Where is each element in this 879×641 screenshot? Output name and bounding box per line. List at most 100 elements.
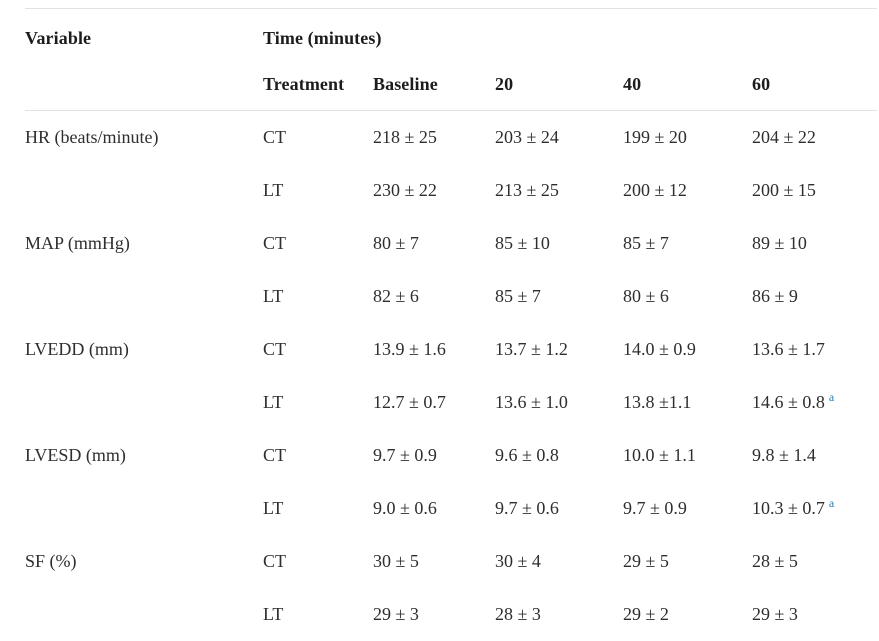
row-variable-label xyxy=(25,270,263,323)
row-variable-label: LVEDD (mm) xyxy=(25,338,129,359)
cell-value-text: 80 ± 6 xyxy=(623,285,669,306)
cell-treatment: CT xyxy=(263,444,287,465)
cell-value: 13.8 ±1.1 xyxy=(623,376,752,429)
cell-value: 14.6 ± 0.8 a xyxy=(752,376,877,429)
col-header-treatment: Treatment xyxy=(263,58,373,111)
header-row-columns: Treatment Baseline 20 40 60 xyxy=(25,58,878,111)
table-row: LT 9.0 ± 0.6 9.7 ± 0.6 9.7 ± 0.9 10.3 ± 0.7 a xyxy=(25,482,877,535)
cell-value: 9.0 ± 0.6 xyxy=(373,482,495,535)
cell-value: 204 ± 22 xyxy=(752,111,877,164)
cell-value: 10.0 ± 1.1 xyxy=(623,429,752,482)
cell-treatment: CT xyxy=(263,550,287,571)
cell-treatment: CT xyxy=(263,126,287,147)
cell-value: 12.7 ± 0.7 xyxy=(373,376,495,429)
cell-value-text: 199 ± 20 xyxy=(623,126,687,147)
cell-value: 85 ± 10 xyxy=(495,217,623,270)
cell-value-text: 29 ± 5 xyxy=(623,550,669,571)
cell-value-text: 29 ± 3 xyxy=(373,603,419,624)
cell-treatment: LT xyxy=(263,497,284,518)
table-row: LVEDD (mm) CT 13.9 ± 1.6 13.7 ± 1.2 14.0 ± 0… xyxy=(25,323,877,376)
cell-value: 13.9 ± 1.6 xyxy=(373,323,495,376)
cell-value: 9.8 ± 1.4 xyxy=(752,429,877,482)
cell-value: 80 ± 7 xyxy=(373,217,495,270)
row-variable-label: LVESD (mm) xyxy=(25,444,126,465)
cell-value: 230 ± 22 xyxy=(373,164,495,217)
cell-value: 213 ± 25 xyxy=(495,164,623,217)
cell-value-text: 28 ± 3 xyxy=(495,603,541,624)
cell-value-text: 230 ± 22 xyxy=(373,179,437,200)
cell-value-text: 28 ± 5 xyxy=(752,550,798,571)
cell-value-text: 9.8 ± 1.4 xyxy=(752,444,816,465)
cell-value-text: 13.8 ±1.1 xyxy=(623,391,692,412)
cell-value-text: 213 ± 25 xyxy=(495,179,559,200)
cell-treatment: LT xyxy=(263,179,284,200)
row-variable-label: HR (beats/minute) xyxy=(25,126,159,147)
cell-value: 29 ± 2 xyxy=(623,588,752,641)
table-row: SF (%) CT 30 ± 5 30 ± 4 29 ± 5 28 ± 5 xyxy=(25,535,877,588)
table-head: Variable Time (minutes) Treatment Baseli… xyxy=(25,9,878,111)
cell-value: 86 ± 9 xyxy=(752,270,877,323)
cell-value-text: 13.6 ± 1.7 xyxy=(752,338,825,359)
col-header-40: 40 xyxy=(623,58,752,111)
cell-value-text: 29 ± 2 xyxy=(623,603,669,624)
table-row: MAP (mmHg) CT 80 ± 7 85 ± 10 85 ± 7 89 ± 10 xyxy=(25,217,877,270)
cell-treatment: LT xyxy=(263,391,284,412)
cell-value: 29 ± 5 xyxy=(623,535,752,588)
row-variable-label xyxy=(25,164,263,217)
cell-value-text: 218 ± 25 xyxy=(373,126,437,147)
cell-value-text: 10.3 ± 0.7 xyxy=(752,497,825,518)
col-header-60: 60 xyxy=(752,58,878,111)
col-header-20: 20 xyxy=(495,58,623,111)
hemodynamics-table: Variable Time (minutes) Treatment Baseli… xyxy=(25,8,878,641)
cell-value: 9.7 ± 0.9 xyxy=(623,482,752,535)
cell-treatment: LT xyxy=(263,603,284,624)
cell-value-text: 86 ± 9 xyxy=(752,285,798,306)
cell-value-text: 30 ± 5 xyxy=(373,550,419,571)
cell-value-text: 13.6 ± 1.0 xyxy=(495,391,568,412)
cell-value: 29 ± 3 xyxy=(373,588,495,641)
table-row: HR (beats/minute) CT 218 ± 25 203 ± 24 199 ±… xyxy=(25,111,877,164)
cell-value-text: 9.7 ± 0.6 xyxy=(495,497,559,518)
cell-value-text: 9.0 ± 0.6 xyxy=(373,497,437,518)
cell-value: 80 ± 6 xyxy=(623,270,752,323)
cell-value-text: 12.7 ± 0.7 xyxy=(373,391,446,412)
cell-value: 13.6 ± 1.0 xyxy=(495,376,623,429)
cell-value: 29 ± 3 xyxy=(752,588,877,641)
row-variable-label: SF (%) xyxy=(25,550,77,571)
table-row: LVESD (mm) CT 9.7 ± 0.9 9.6 ± 0.8 10.0 ± 1.1… xyxy=(25,429,877,482)
cell-value-text: 200 ± 12 xyxy=(623,179,687,200)
cell-value-text: 82 ± 6 xyxy=(373,285,419,306)
table-row: LT 82 ± 6 85 ± 7 80 ± 6 86 ± 9 xyxy=(25,270,877,323)
table-row: LT 29 ± 3 28 ± 3 29 ± 2 29 ± 3 xyxy=(25,588,877,641)
cell-value-text: 85 ± 10 xyxy=(495,232,550,253)
cell-value-text: 13.9 ± 1.6 xyxy=(373,338,446,359)
header-row-group: Variable Time (minutes) xyxy=(25,9,877,59)
cell-value: 85 ± 7 xyxy=(623,217,752,270)
cell-value-text: 9.6 ± 0.8 xyxy=(495,444,559,465)
cell-value-text: 89 ± 10 xyxy=(752,232,807,253)
cell-value: 85 ± 7 xyxy=(495,270,623,323)
cell-value-text: 200 ± 15 xyxy=(752,179,816,200)
cell-value-text: 9.7 ± 0.9 xyxy=(623,497,687,518)
cell-value-text: 29 ± 3 xyxy=(752,603,798,624)
cell-value: 9.6 ± 0.8 xyxy=(495,429,623,482)
cell-value-text: 9.7 ± 0.9 xyxy=(373,444,437,465)
cell-value-text: 13.7 ± 1.2 xyxy=(495,338,568,359)
col-header-time-group: Time (minutes) xyxy=(263,28,382,49)
table-row: LT 230 ± 22 213 ± 25 200 ± 12 200 ± 15 xyxy=(25,164,877,217)
footnote-link-a[interactable]: a xyxy=(828,495,835,510)
cell-value-text: 203 ± 24 xyxy=(495,126,559,147)
cell-value: 200 ± 15 xyxy=(752,164,877,217)
row-variable-label xyxy=(25,376,263,429)
cell-value: 30 ± 5 xyxy=(373,535,495,588)
row-variable-label xyxy=(25,482,263,535)
col-header-spacer xyxy=(25,58,263,111)
col-header-baseline: Baseline xyxy=(373,58,495,111)
cell-value: 9.7 ± 0.9 xyxy=(373,429,495,482)
results-table: Variable Time (minutes) Treatment Baseli… xyxy=(25,8,878,641)
cell-value: 28 ± 3 xyxy=(495,588,623,641)
footnote-link-a[interactable]: a xyxy=(828,389,835,404)
cell-value: 89 ± 10 xyxy=(752,217,877,270)
cell-value-text: 14.6 ± 0.8 xyxy=(752,391,825,412)
cell-value-text: 85 ± 7 xyxy=(623,232,669,253)
